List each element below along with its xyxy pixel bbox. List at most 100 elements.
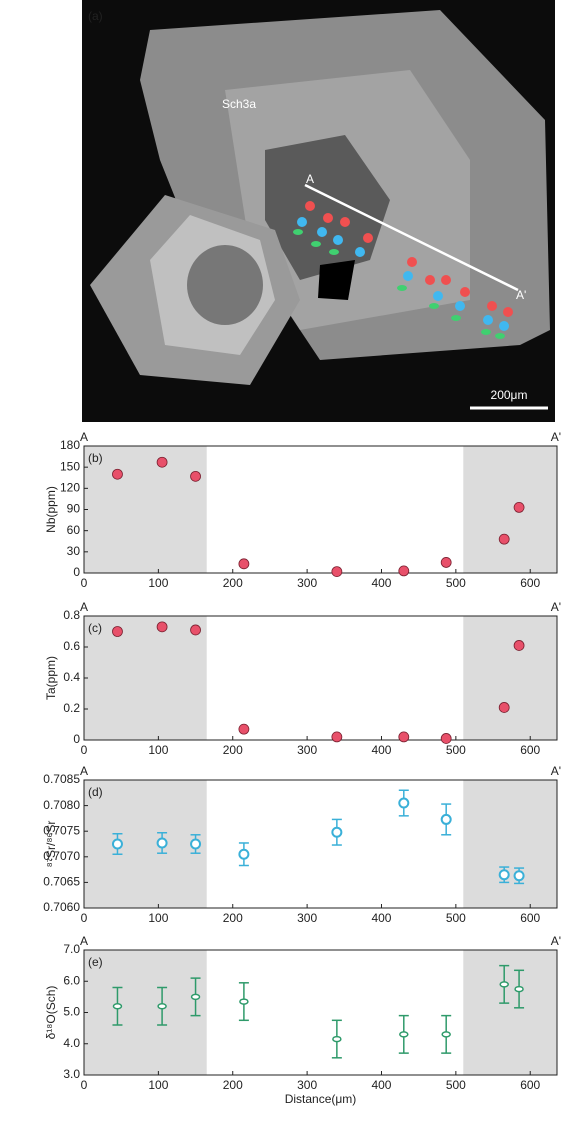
spot [397, 285, 407, 291]
point [442, 1032, 450, 1037]
x-tick-label: 500 [446, 911, 466, 925]
spot [293, 229, 303, 235]
x-tick-label: 400 [371, 911, 391, 925]
sample-label: Sch3a [222, 97, 256, 111]
y-axis-label: Nb(ppm) [44, 486, 58, 533]
x-axis-label: Distance(μm) [285, 1092, 357, 1106]
spot [363, 233, 373, 243]
end-label: A [80, 600, 88, 614]
spot [451, 315, 461, 321]
x-tick-label: 200 [223, 743, 243, 757]
end-label: A' [551, 600, 561, 614]
y-tick-label: 0.8 [63, 608, 80, 622]
point [191, 840, 200, 849]
x-tick-label: 600 [520, 743, 540, 757]
profile-start: A [306, 172, 314, 186]
y-tick-label: 0.7060 [43, 900, 80, 914]
spot [333, 235, 343, 245]
y-axis-label: Ta(ppm) [44, 656, 58, 700]
point [500, 982, 508, 987]
point [191, 471, 201, 481]
spot [329, 249, 339, 255]
point [191, 625, 201, 635]
shaded-region [84, 780, 207, 908]
point [514, 502, 524, 512]
end-label: A' [551, 764, 561, 778]
y-tick-label: 3.0 [63, 1067, 80, 1081]
point [113, 1004, 121, 1009]
spot [460, 287, 470, 297]
small-crystal-core [187, 245, 263, 325]
point [157, 622, 167, 632]
end-label: A' [551, 430, 561, 444]
x-tick-label: 100 [148, 1078, 168, 1092]
end-label: A [80, 764, 88, 778]
end-label: A' [551, 934, 561, 948]
image-panel: (a) Sch3a A A' 200μm [82, 0, 555, 422]
y-tick-label: 120 [60, 481, 80, 495]
scale-label: 200μm [491, 388, 528, 402]
point [399, 799, 408, 808]
x-tick-label: 600 [520, 911, 540, 925]
spot [317, 227, 327, 237]
x-tick-label: 100 [148, 911, 168, 925]
x-tick-label: 500 [446, 743, 466, 757]
x-tick-label: 600 [520, 576, 540, 590]
panel-label: (b) [88, 451, 103, 465]
point [499, 702, 509, 712]
point [332, 828, 341, 837]
point [332, 567, 342, 577]
point [333, 1037, 341, 1042]
x-tick-label: 0 [81, 743, 88, 757]
x-tick-label: 300 [297, 576, 317, 590]
point [239, 724, 249, 734]
x-tick-label: 300 [297, 743, 317, 757]
spot [483, 315, 493, 325]
shaded-region [463, 780, 557, 908]
x-tick-label: 100 [148, 743, 168, 757]
y-tick-label: 90 [67, 502, 81, 516]
y-tick-label: 60 [67, 523, 81, 537]
y-tick-label: 0.2 [63, 701, 80, 715]
spot [340, 217, 350, 227]
spot [323, 213, 333, 223]
spot [481, 329, 491, 335]
shaded-region [463, 616, 557, 740]
x-tick-label: 0 [81, 1078, 88, 1092]
spot [429, 303, 439, 309]
point [499, 534, 509, 544]
x-tick-label: 300 [297, 911, 317, 925]
x-tick-label: 100 [148, 576, 168, 590]
spot [311, 241, 321, 247]
shaded-region [463, 446, 557, 573]
y-tick-label: 150 [60, 459, 80, 473]
point [500, 870, 509, 879]
spot [425, 275, 435, 285]
y-tick-label: 0.7085 [43, 772, 80, 786]
panel-label: (a) [88, 9, 103, 23]
point [157, 457, 167, 467]
x-tick-label: 500 [446, 576, 466, 590]
point [158, 1004, 166, 1009]
x-tick-label: 400 [371, 576, 391, 590]
y-tick-label: 0.7065 [43, 875, 80, 889]
x-tick-label: 200 [223, 576, 243, 590]
y-tick-label: 0 [73, 565, 80, 579]
y-tick-label: 0.7080 [43, 798, 80, 812]
x-tick-label: 400 [371, 1078, 391, 1092]
spot [407, 257, 417, 267]
spot [403, 271, 413, 281]
point [239, 850, 248, 859]
spot [441, 275, 451, 285]
point [113, 840, 122, 849]
point [192, 994, 200, 999]
spot [455, 301, 465, 311]
y-tick-label: 5.0 [63, 1005, 80, 1019]
y-tick-label: 0.6 [63, 639, 80, 653]
y-tick-label: 6.0 [63, 973, 80, 987]
y-tick-label: 0.4 [63, 670, 80, 684]
y-tick-label: 180 [60, 438, 80, 452]
panel-label: (e) [88, 955, 103, 969]
x-tick-label: 300 [297, 1078, 317, 1092]
point [442, 815, 451, 824]
